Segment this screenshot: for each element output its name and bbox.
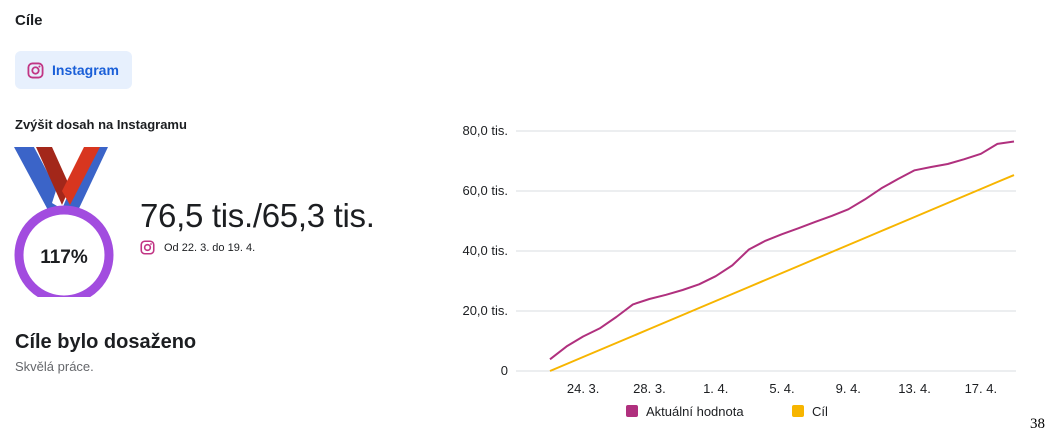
goal-name: Zvýšit dosah na Instagramu: [15, 117, 187, 132]
instagram-icon: [140, 240, 155, 255]
page-title: Cíle: [15, 12, 43, 29]
x-tick-label: 24. 3.: [567, 381, 600, 396]
legend-swatch-0: [626, 405, 638, 417]
x-tick-label: 28. 3.: [633, 381, 666, 396]
x-tick-label: 5. 4.: [769, 381, 794, 396]
y-tick-label: 0: [501, 363, 508, 378]
x-tick-label: 1. 4.: [703, 381, 728, 396]
date-range-text: Od 22. 3. do 19. 4.: [164, 241, 256, 254]
medal-percent: 117%: [40, 247, 88, 268]
x-tick-label: 9. 4.: [836, 381, 861, 396]
legend-label-0: Aktuální hodnota: [646, 404, 744, 419]
date-range: Od 22. 3. do 19. 4.: [140, 240, 255, 255]
status-title: Cíle bylo dosaženo: [15, 331, 197, 353]
x-tick-label: 13. 4.: [898, 381, 931, 396]
y-tick-label: 60,0 tis.: [462, 183, 508, 198]
status-subtitle: Skvělá práce.: [15, 359, 94, 374]
y-tick-label: 20,0 tis.: [462, 303, 508, 318]
reach-line-chart: 0 20,0 tis. 40,0 tis. 60,0 tis. 80,0 tis. 24.…: [462, 123, 1016, 419]
x-tick-label: 17. 4.: [965, 381, 998, 396]
y-tick-label: 80,0 tis.: [462, 123, 508, 138]
legend-swatch-1: [792, 405, 804, 417]
medal-icon: 117%: [12, 147, 124, 305]
platform-chip-instagram[interactable]: Instagram: [15, 51, 132, 89]
y-tick-label: 40,0 tis.: [462, 243, 508, 258]
series-line-1: [549, 174, 1015, 372]
page-number: 38: [1030, 416, 1045, 432]
instagram-icon: [27, 62, 44, 78]
legend-label-1: Cíl: [812, 404, 828, 419]
goal-value: 76,5 tis./65,3 tis.: [140, 197, 375, 234]
platform-chip-label: Instagram: [52, 62, 119, 78]
series-line-0: [549, 140, 1015, 361]
